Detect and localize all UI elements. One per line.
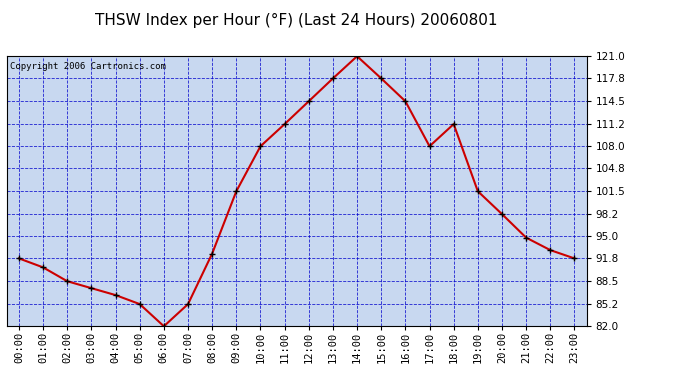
- Text: Copyright 2006 Cartronics.com: Copyright 2006 Cartronics.com: [10, 62, 166, 70]
- Text: THSW Index per Hour (°F) (Last 24 Hours) 20060801: THSW Index per Hour (°F) (Last 24 Hours)…: [95, 13, 498, 28]
